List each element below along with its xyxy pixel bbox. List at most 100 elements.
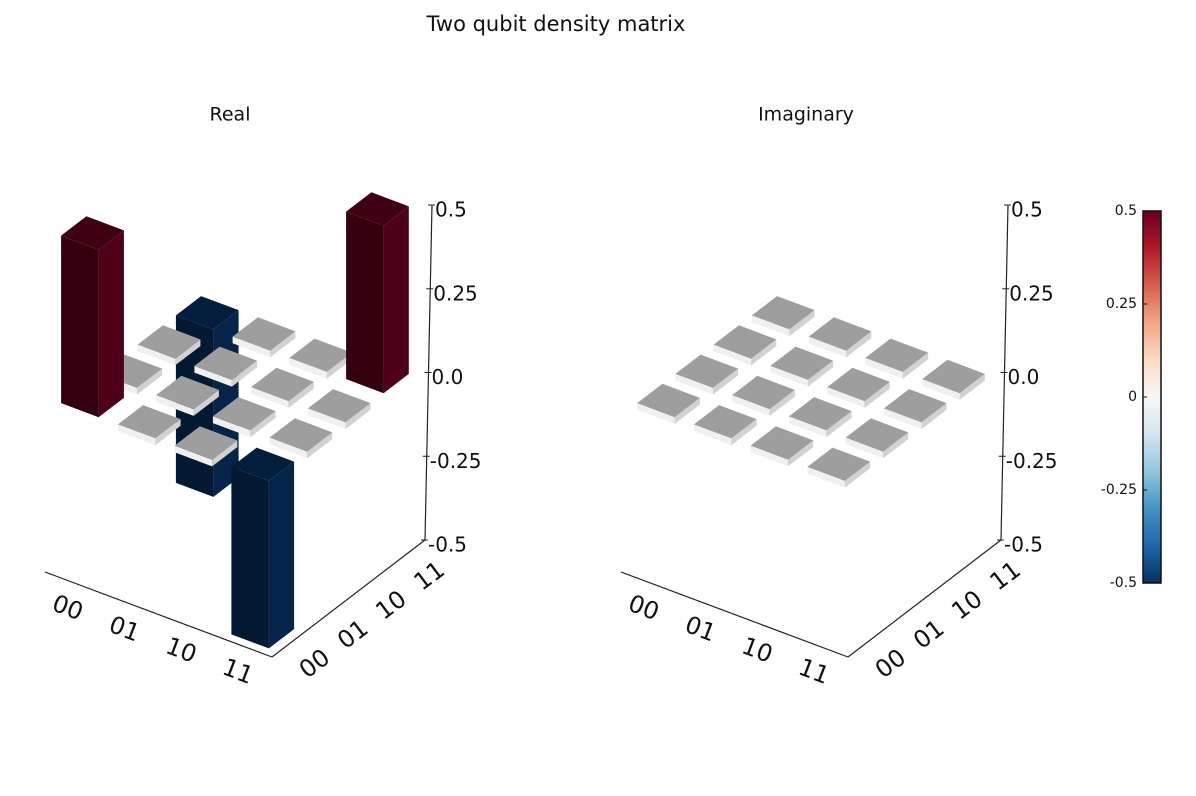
bar-face-front [675,373,713,395]
bar-face-top [174,426,238,460]
bar-face-side [288,381,314,408]
bar-face-front [750,445,789,467]
bar-face-side [959,373,985,400]
bar-face-top [117,405,181,439]
bar-face-top [883,389,947,423]
bar [883,389,947,430]
y-tick-label: 00 [294,643,335,684]
bar-face-top [231,447,295,481]
bar [117,405,181,446]
z-tick-label: 0.0 [1008,365,1040,389]
bar [675,354,739,395]
bar-face-top [61,216,124,250]
bar [770,346,834,387]
bar-face-top [845,418,909,452]
bar [865,338,929,379]
bar-face-side [193,389,219,416]
x-tick-label: 11 [795,653,834,690]
colorbar-tick-label: -0.5 [1110,575,1137,591]
bar-face-side [769,389,795,416]
bar-face-front [137,344,176,366]
bar-face-side [712,368,739,395]
colorbar-tick-label: 0.25 [1106,296,1137,312]
y-tick-label: 11 [409,555,450,596]
z-tick-label: -0.5 [428,533,467,557]
bar-face-front [788,416,827,438]
bar-face-front [693,424,732,446]
bar-face-front [732,395,770,416]
bar-face-front [61,235,99,418]
bar [713,325,777,366]
x-tick-label: 01 [105,610,144,647]
panel-title: Real [210,104,251,126]
bar [232,317,296,358]
bar-face-top [751,296,815,330]
bar [212,397,276,438]
bar-face-side [788,440,814,467]
bar-face-front [808,336,847,358]
bar [251,367,314,408]
y-tick-label: 01 [908,614,949,655]
bar-face-top [251,367,314,402]
bar-face-top [194,346,258,380]
bar-face-top [137,325,201,359]
bar-face-front [751,315,790,337]
bar-face-side [268,461,295,649]
bar-face-side [326,352,353,379]
bar [174,426,238,467]
x-tick-label: 00 [624,589,663,626]
bar [693,405,757,446]
x-tick-label: 10 [738,632,777,669]
bar-face-front [713,344,752,366]
bar-face-side [155,419,181,446]
bar-face-front [637,403,675,424]
colorbar-tick-label: -0.25 [1101,482,1137,498]
bar-face-side [345,403,371,430]
bar-face-front [212,416,251,438]
bar-face-front [156,395,194,416]
x-tick-label: 10 [162,632,201,669]
x-tick-label: 01 [681,610,720,647]
bar-face-top [212,397,276,431]
y-axis-line [847,539,1002,658]
colorbar-tick-label: 0 [1128,389,1137,405]
bar-face-front [232,336,271,358]
panel-title: Imaginary [758,104,854,126]
z-tick-label: 0.25 [1009,281,1054,305]
bar [845,418,909,459]
z-tick-label: -0.25 [1006,449,1058,473]
z-tick-label: -0.25 [430,449,482,473]
bar-face-top [732,375,795,410]
x-tick-label: 11 [219,653,258,690]
bar [194,346,258,387]
bar-face-side [751,339,777,366]
bar [137,325,201,366]
bar [750,426,814,467]
bar-face-side [136,368,163,395]
bar [808,317,872,358]
bar-face-front [231,466,269,649]
x-axis-line [620,571,849,658]
bar-face-side [789,310,815,337]
bar [732,375,795,416]
figure-title: Two qubit density matrix [426,12,686,36]
bar-face-side [883,432,909,459]
bar-face-side [846,331,872,358]
x-tick-label: 00 [48,589,87,626]
y-tick-label: 01 [332,614,373,655]
bar-face-side [844,461,871,488]
bar-face-top [289,338,353,372]
bar-face-side [864,381,890,408]
bar-face-front [194,365,232,387]
bar-face-top [675,354,739,388]
bar [269,418,333,459]
bar-face-side [674,397,700,424]
bar-face-top [307,389,371,423]
bar-face-front [269,437,308,459]
bar [156,375,219,416]
colorbar-tick-label: 0.5 [1115,203,1137,219]
bar-face-side [807,360,834,387]
bar-face-side [902,352,929,379]
y-tick-label: 10 [946,585,987,626]
